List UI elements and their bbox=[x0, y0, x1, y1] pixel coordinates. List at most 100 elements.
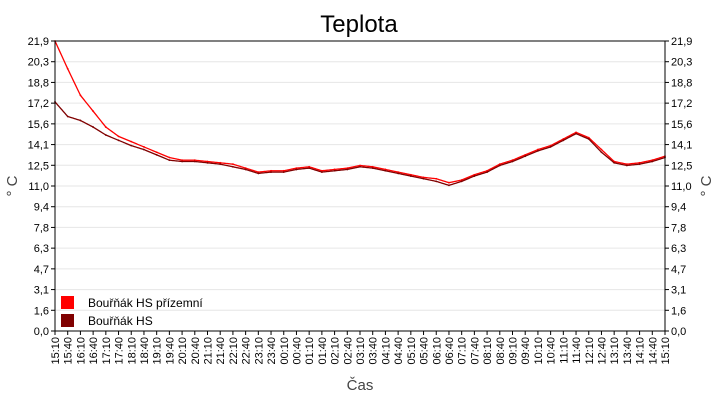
x-tick-label: 12:40 bbox=[596, 337, 608, 365]
x-tick-label: 05:10 bbox=[406, 337, 418, 365]
x-tick-label: 01:10 bbox=[304, 337, 316, 365]
x-tick-label: 06:40 bbox=[444, 337, 456, 365]
series-1-point bbox=[232, 163, 234, 166]
series-1-point bbox=[422, 176, 425, 179]
series-1-point bbox=[448, 181, 450, 184]
grid-layer bbox=[55, 40, 665, 332]
y-tick-label-left: 14,1 bbox=[28, 140, 49, 152]
y-axis-label-right: ° C bbox=[698, 175, 715, 196]
series-1-point bbox=[270, 169, 272, 172]
x-tick-label: 03:10 bbox=[355, 337, 367, 365]
x-tick-label: 08:40 bbox=[495, 337, 507, 365]
x-tick-label: 22:10 bbox=[228, 337, 240, 365]
x-tick-label: 17:40 bbox=[114, 337, 126, 365]
series-1-point bbox=[244, 167, 247, 170]
series-1-point bbox=[104, 126, 107, 128]
series-1-point bbox=[625, 163, 628, 166]
series-2-point bbox=[104, 134, 107, 136]
series-1-point bbox=[638, 161, 641, 164]
y-tick-label-left: 1,6 bbox=[34, 305, 49, 317]
series-1-point bbox=[651, 159, 654, 162]
series-2-point bbox=[359, 165, 361, 168]
y-tick-label-left: 4,7 bbox=[34, 264, 49, 276]
y-axis-label-left: ° C bbox=[4, 175, 21, 196]
series-2-point bbox=[562, 139, 565, 142]
x-tick-label: 01:40 bbox=[317, 337, 329, 365]
series-2-point bbox=[435, 180, 438, 183]
series-2-point bbox=[206, 161, 209, 164]
series-1-point bbox=[308, 165, 311, 168]
series-1-point bbox=[219, 161, 222, 164]
legend: Bouřňák HS přízemní Bouřňák HS bbox=[61, 296, 203, 328]
y-tick-label-right: 1,6 bbox=[671, 305, 686, 317]
series-2-point bbox=[537, 150, 539, 152]
series-1-point bbox=[66, 67, 69, 70]
x-tick-label: 15:10 bbox=[660, 337, 672, 365]
series-2-point bbox=[625, 164, 628, 167]
series-1-point bbox=[600, 148, 603, 151]
series-2-point bbox=[371, 167, 374, 170]
series-1-point bbox=[257, 171, 260, 173]
series-1-point bbox=[168, 156, 171, 159]
x-tick-label: 21:10 bbox=[203, 337, 215, 365]
series-2-point bbox=[549, 146, 552, 148]
series-2-point bbox=[613, 161, 616, 164]
y-tick-label-right: 15,6 bbox=[671, 119, 692, 131]
x-tick-label: 23:10 bbox=[253, 337, 265, 365]
y-tick-label-right: 11,0 bbox=[671, 181, 692, 193]
series-1-point bbox=[155, 151, 158, 154]
series-2-point bbox=[498, 164, 501, 167]
y-tick-label-right: 12,5 bbox=[671, 160, 692, 172]
series-layer bbox=[54, 40, 666, 187]
x-tick-label: 05:40 bbox=[419, 337, 431, 365]
series-2-point bbox=[320, 171, 323, 173]
y-tick-label-right: 21,9 bbox=[671, 36, 692, 48]
x-tick-label: 22:40 bbox=[241, 337, 253, 365]
x-tick-label: 00:10 bbox=[279, 337, 291, 365]
series-1-point bbox=[320, 169, 323, 172]
series-2-point bbox=[638, 163, 641, 166]
x-tick-label: 21:40 bbox=[215, 337, 227, 365]
y-tick-label-left: 0,0 bbox=[34, 326, 49, 338]
y-tick-label-right: 0,0 bbox=[671, 326, 686, 338]
y-tick-label-right: 3,1 bbox=[671, 285, 686, 297]
x-tick-label: 11:40 bbox=[571, 337, 583, 364]
x-tick-label: 00:40 bbox=[291, 337, 303, 365]
series-2-point bbox=[333, 169, 336, 172]
series-2-point bbox=[295, 168, 298, 171]
series-2-point bbox=[511, 160, 514, 163]
y-tick-label-left: 21,9 bbox=[28, 36, 49, 48]
series-2-point bbox=[143, 148, 145, 151]
series-1-point bbox=[193, 159, 196, 162]
chart-title: Teplota bbox=[320, 11, 398, 38]
series-2-point bbox=[422, 177, 425, 180]
series-2-point bbox=[92, 126, 95, 128]
y-tick-label-left: 17,2 bbox=[28, 98, 49, 110]
series-1-point bbox=[181, 159, 183, 162]
x-tick-label: 11:10 bbox=[558, 337, 570, 364]
series-2-point bbox=[384, 169, 387, 172]
x-tick-label: 16:40 bbox=[88, 337, 100, 365]
series-1-point bbox=[397, 171, 400, 173]
x-tick-label: 13:10 bbox=[609, 337, 621, 365]
y-tick-label-left: 3,1 bbox=[34, 285, 49, 297]
series-1-point bbox=[79, 94, 82, 97]
series-2-point bbox=[448, 184, 450, 187]
series-1-point bbox=[537, 148, 539, 151]
y-axis-right: 0,0 1,6 3,1 4,7 6,3 7,8 9,4 11,0 12,5 14,1 15,6 17,… bbox=[665, 36, 692, 338]
x-tick-label: 15:10 bbox=[50, 337, 62, 365]
series-2-point bbox=[79, 119, 82, 122]
y-tick-label-right: 7,8 bbox=[671, 222, 686, 234]
x-tick-label: 23:40 bbox=[266, 337, 278, 365]
x-tick-label: 14:10 bbox=[635, 337, 647, 365]
series-1-point bbox=[333, 168, 336, 171]
y-tick-label-right: 17,2 bbox=[671, 98, 692, 110]
y-tick-label-left: 9,4 bbox=[34, 202, 49, 214]
series-line-1 bbox=[54, 40, 666, 184]
series-1-point bbox=[575, 131, 577, 134]
y-axis-left: 0,0 1,6 3,1 4,7 6,3 7,8 9,4 11,0 12,5 14,1 15,6 17,… bbox=[28, 36, 55, 338]
x-tick-label: 20:10 bbox=[177, 337, 189, 365]
x-tick-label: 04:40 bbox=[393, 337, 405, 365]
y-tick-label-left: 15,6 bbox=[28, 119, 49, 131]
